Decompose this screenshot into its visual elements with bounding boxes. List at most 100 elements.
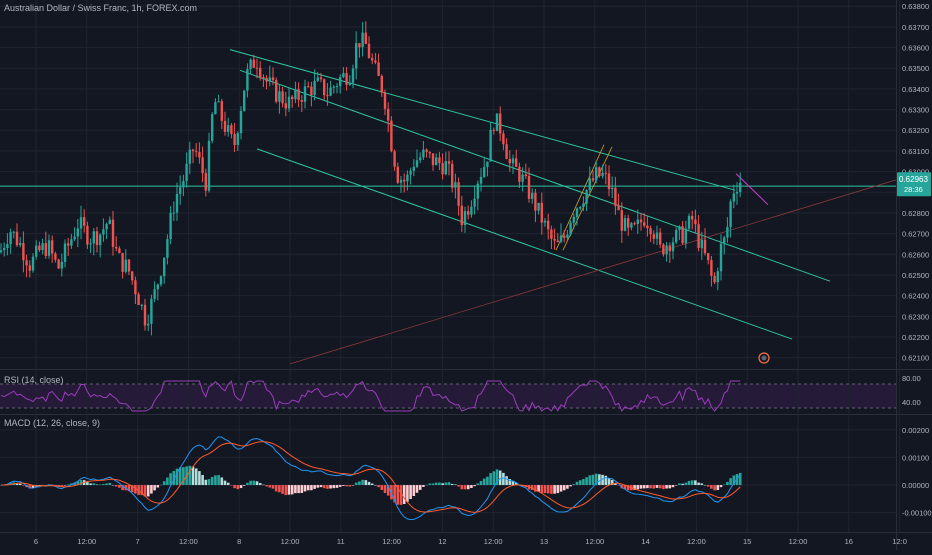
macd-histogram-bar (140, 485, 144, 496)
candle-body (243, 90, 246, 111)
candle-body (451, 163, 454, 188)
candle-body (684, 228, 687, 244)
candle-body (76, 228, 79, 237)
last-price-label: 0.62963 (899, 175, 928, 184)
macd-histogram-bar (242, 485, 246, 486)
candle-body (348, 82, 351, 85)
macd-histogram-bar (31, 485, 35, 488)
channel-middle-line (239, 69, 831, 282)
macd-histogram-bar (230, 485, 233, 486)
candle-body (86, 225, 89, 245)
candle-body (543, 220, 547, 223)
macd-histogram-bar (98, 484, 102, 486)
macd-histogram-bar (498, 470, 502, 486)
macd-histogram-bar (188, 465, 192, 486)
candle-body (99, 234, 102, 246)
candle-body (201, 157, 204, 174)
macd-histogram-bar (252, 480, 256, 486)
candle-body (566, 234, 569, 238)
macd-histogram-bar (438, 482, 441, 486)
candle-body (697, 224, 700, 248)
candle-body (531, 192, 534, 199)
candle-body (175, 193, 179, 213)
candle-body (444, 161, 447, 175)
macd-histogram-bar (162, 481, 166, 486)
candle-body (431, 153, 435, 166)
y-tick-label: 0.62800 (902, 209, 929, 218)
candle-body (412, 166, 415, 171)
candle-body (515, 158, 518, 167)
macd-histogram-bar (268, 485, 272, 488)
candle-body (604, 172, 607, 174)
candle-body (303, 86, 307, 102)
candle-body (559, 235, 563, 242)
candle-body (499, 113, 502, 134)
candle-body (582, 203, 585, 207)
candle-body (691, 215, 694, 220)
macd-histogram-bar (207, 479, 211, 486)
candle-body (355, 43, 358, 69)
candle-body (374, 60, 377, 63)
candle-body (675, 229, 678, 243)
y-tick-label: 0.63700 (902, 23, 929, 32)
macd-histogram-bar (678, 483, 681, 486)
candle-body (140, 304, 143, 306)
candle-body (364, 32, 367, 44)
macd-histogram-bar (105, 483, 108, 486)
macd-histogram-bar (585, 477, 588, 486)
macd-histogram-bar (550, 485, 553, 494)
macd-histogram-bar (233, 485, 236, 489)
candle-body (163, 257, 166, 277)
candle-body (124, 259, 127, 272)
candle-body (649, 228, 652, 235)
macd-histogram-bar (79, 480, 83, 486)
macd-histogram-bar (674, 485, 678, 486)
macd-histogram-bar (146, 485, 150, 497)
candle-body (3, 247, 6, 251)
macd-histogram-bar (460, 485, 464, 490)
macd-histogram-bar (422, 485, 425, 487)
macd-histogram-bar (473, 485, 476, 487)
candle-body (467, 211, 470, 215)
candle-body (15, 231, 19, 246)
macd-histogram-bar (447, 482, 451, 486)
candle-body (159, 276, 163, 285)
y-tick-label: 0.62600 (902, 250, 929, 259)
macd-histogram-bar (409, 485, 412, 499)
macd-tick-label: 0.00200 (902, 426, 929, 435)
candle-body (329, 87, 332, 96)
macd-histogram-bar (511, 480, 515, 486)
arrow-line (735, 173, 769, 206)
macd-histogram-bar (66, 484, 70, 486)
macd-histogram-bar (143, 485, 147, 497)
candle-body (447, 161, 451, 164)
macd-histogram-bar (562, 485, 566, 491)
alert-icon-dot (761, 355, 767, 361)
macd-histogram-bar (153, 485, 156, 491)
candle-body (454, 182, 457, 188)
rsi-layer (0, 380, 896, 412)
candle-body (214, 102, 217, 115)
candle-body (556, 240, 559, 242)
macd-histogram-bar (114, 485, 118, 487)
macd-histogram-bar (217, 475, 220, 486)
x-tick-label: 15 (743, 537, 751, 546)
candle-body (630, 223, 633, 228)
macd-histogram-bar (284, 485, 288, 496)
candle-body (28, 265, 31, 271)
macd-histogram-bar (338, 485, 342, 487)
macd-histogram-bar (370, 483, 374, 486)
candle-body (358, 43, 361, 48)
macd-histogram-bar (41, 484, 44, 486)
macd-histogram-bar (198, 471, 201, 486)
candle-body (457, 182, 460, 206)
candle-body (473, 198, 476, 207)
candle-body (409, 170, 412, 175)
macd-histogram-bar (470, 485, 473, 489)
candle-body (687, 215, 691, 229)
macd-histogram-bar (658, 485, 662, 489)
macd-histogram-bar (374, 484, 377, 486)
macd-histogram-bar (386, 485, 390, 496)
